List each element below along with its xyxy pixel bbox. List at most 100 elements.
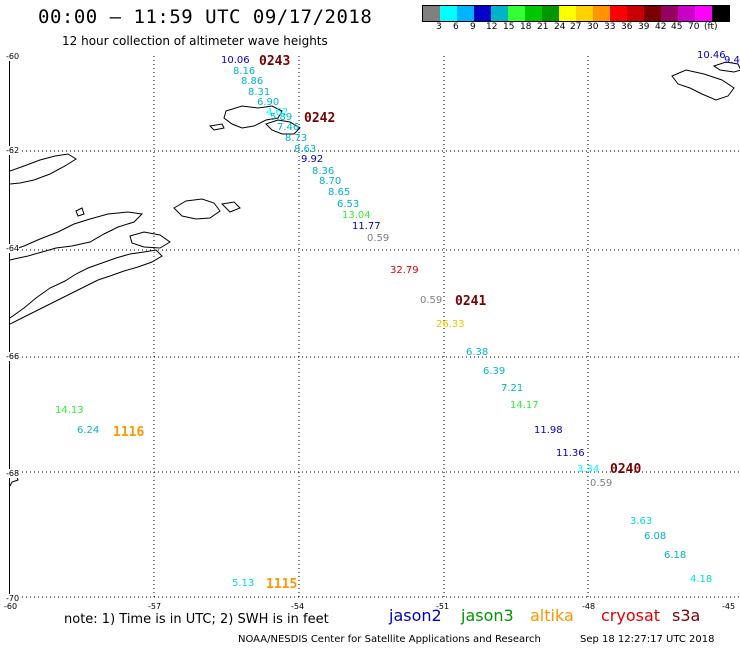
wave-height-label: 8.86 — [241, 76, 264, 87]
wave-height-label: 8.31 — [248, 87, 271, 98]
pass-time-label: 0241 — [455, 294, 487, 309]
legend-unit: (ft) — [704, 22, 718, 32]
wave-height-label: 9.92 — [301, 154, 324, 165]
legend-tick-label: 45 — [671, 22, 683, 32]
wave-height-label: 0.59 — [367, 233, 390, 244]
longitude-tick-label: -60 — [4, 602, 18, 611]
wave-height-label: 8.63 — [294, 144, 317, 155]
latitude-tick-label: -64 — [6, 244, 20, 253]
wave-height-label: 0.59 — [590, 478, 613, 489]
legend-tick-label: 33 — [604, 22, 616, 32]
wave-height-label: 6.39 — [483, 366, 506, 377]
map-canvas — [10, 56, 740, 600]
wave-height-label: 14.17 — [510, 400, 539, 411]
wave-height-label: 6.53 — [337, 199, 360, 210]
legend-swatch — [525, 6, 542, 21]
wave-height-label: 4.18 — [690, 574, 713, 585]
generation-timestamp: Sep 18 12:27:17 UTC 2018 — [580, 634, 715, 645]
wave-height-label: 8.65 — [328, 187, 351, 198]
wave-height-label: 7.46 — [277, 122, 300, 133]
wave-height-label: 5.13 — [232, 578, 255, 589]
wave-height-label: 11.98 — [534, 425, 563, 436]
wave-height-label: 11.77 — [352, 221, 381, 232]
satellite-name: jason2 — [389, 606, 442, 625]
legend-swatch — [678, 6, 695, 21]
legend-tick-label: 9 — [470, 22, 476, 32]
latitude-tick-label: -66 — [6, 352, 20, 361]
legend-swatch — [491, 6, 508, 21]
page-title: 00:00 – 11:59 UTC 09/17/2018 — [38, 6, 373, 28]
latitude-tick-label: -70 — [6, 594, 20, 603]
legend-swatch — [559, 6, 576, 21]
pass-time-label: 0243 — [259, 54, 291, 69]
legend-swatch — [542, 6, 559, 21]
legend-tick-label: 21 — [537, 22, 549, 32]
wave-height-label: 3.34 — [577, 464, 600, 475]
wave-height-label: 5.89 — [270, 112, 293, 123]
pass-time-label: 0240 — [610, 462, 642, 477]
legend-swatch — [695, 6, 712, 21]
wave-height-label: 3.63 — [630, 516, 653, 527]
units-note: note: 1) Time is in UTC; 2) SWH is in fe… — [64, 612, 329, 627]
wave-height-label: 4.62 — [266, 107, 289, 118]
wave-height-label: 26.33 — [436, 319, 465, 330]
legend-tick-label: 18 — [520, 22, 532, 32]
legend-swatch — [440, 6, 457, 21]
legend-swatch — [457, 6, 474, 21]
legend-swatch — [508, 6, 525, 21]
legend-tick-label: 6 — [453, 22, 459, 32]
wave-height-label: 8.70 — [319, 176, 342, 187]
pass-time-label: 1116 — [113, 425, 145, 440]
pass-time-label: 0242 — [304, 111, 336, 126]
wave-height-label: 8.36 — [312, 166, 335, 177]
legend-tick-label: 15 — [503, 22, 515, 32]
longitude-tick-label: -51 — [436, 602, 450, 611]
legend-swatch — [610, 6, 627, 21]
legend-tick-label: 24 — [554, 22, 566, 32]
legend-swatch — [712, 6, 729, 21]
legend-tick-label: 36 — [621, 22, 633, 32]
satellite-name: jason3 — [461, 606, 514, 625]
wave-height-label: 10.46 — [697, 50, 726, 61]
latitude-tick-label: -62 — [6, 146, 20, 155]
grid-lines — [10, 56, 740, 600]
wave-height-label: 8.16 — [233, 66, 256, 77]
map-area[interactable] — [9, 56, 740, 600]
legend-swatch — [593, 6, 610, 21]
legend-tick-label: 27 — [570, 22, 582, 32]
legend-swatch — [627, 6, 644, 21]
satellite-name: cryosat — [601, 606, 661, 625]
wave-height-label: 6.08 — [644, 531, 667, 542]
wave-height-label: 6.38 — [466, 347, 489, 358]
pass-time-label: 1115 — [266, 577, 298, 592]
legend-tick-label: 39 — [638, 22, 650, 32]
wave-height-label: 7.21 — [501, 383, 524, 394]
legend-swatch — [644, 6, 661, 21]
legend-tick-label: 42 — [655, 22, 667, 32]
legend-swatch — [661, 6, 678, 21]
latitude-tick-label: -60 — [6, 52, 20, 61]
legend-tick-label: 70 — [688, 22, 700, 32]
longitude-tick-label: -48 — [582, 602, 596, 611]
wave-height-label: 9.49 — [724, 55, 740, 66]
wave-height-label: 13.04 — [342, 210, 371, 221]
legend-tick-label: 3 — [436, 22, 442, 32]
satellite-name: altika — [530, 606, 574, 625]
credit-line: NOAA/NESDIS Center for Satellite Applica… — [238, 634, 541, 645]
wave-height-label: 0.59 — [420, 295, 443, 306]
longitude-tick-label: -54 — [291, 602, 305, 611]
wave-height-label: 6.24 — [77, 425, 100, 436]
page-subtitle: 12 hour collection of altimeter wave hei… — [62, 34, 328, 48]
wave-height-label: 14.13 — [55, 405, 84, 416]
latitude-tick-label: -68 — [6, 469, 20, 478]
legend-tick-label: 30 — [587, 22, 599, 32]
coastline — [10, 61, 740, 487]
wave-height-label: 8.73 — [285, 133, 308, 144]
color-legend — [422, 5, 730, 22]
legend-tick-label: 12 — [486, 22, 498, 32]
longitude-tick-label: -57 — [148, 602, 162, 611]
legend-swatch — [474, 6, 491, 21]
longitude-tick-label: -45 — [722, 602, 736, 611]
wave-height-label: 6.90 — [257, 97, 280, 108]
wave-height-label: 11.36 — [556, 448, 585, 459]
